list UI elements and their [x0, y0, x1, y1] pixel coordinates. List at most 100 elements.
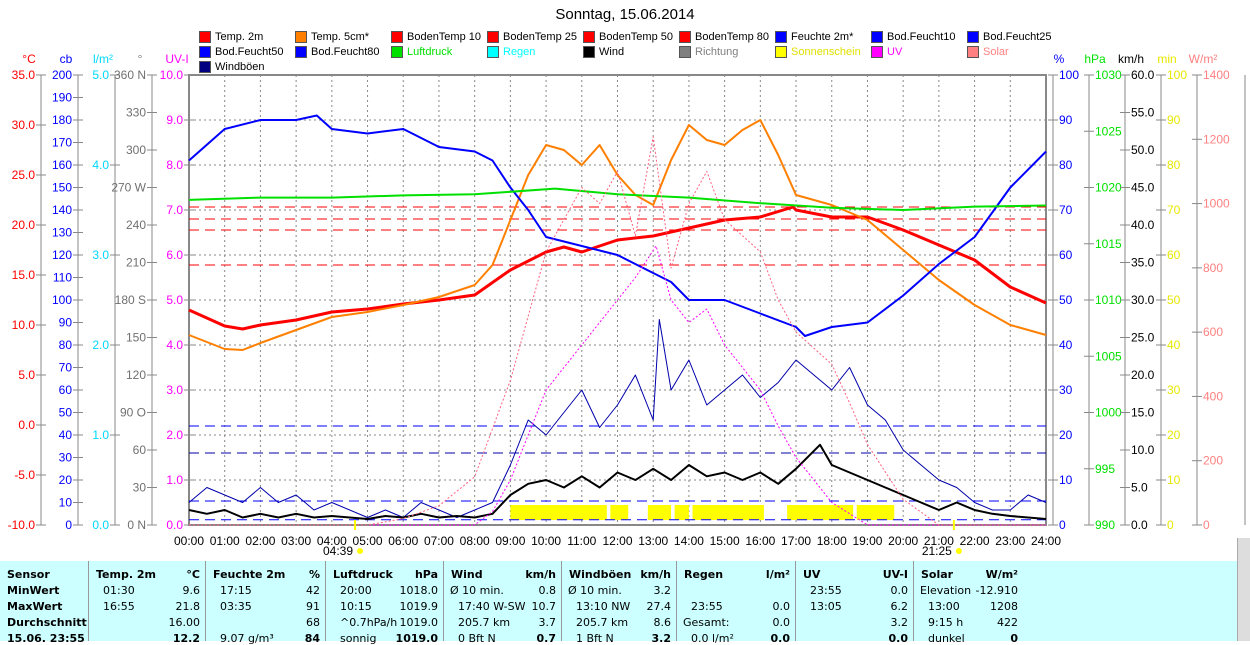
row-value: 0.7: [536, 632, 557, 645]
vertical-scrollbar[interactable]: [1237, 538, 1250, 641]
axis-tick-label: 0.0: [92, 518, 109, 532]
axis-tick-label: 2.0: [92, 338, 109, 352]
legend-item: Feuchte 2m*: [775, 31, 853, 43]
axis-tick-label: 1010: [1095, 293, 1122, 307]
legend-swatch: [871, 31, 883, 43]
axis-tick-label: 70: [1167, 203, 1181, 217]
legend-item: BodenTemp 10: [391, 31, 481, 43]
axis-tick-label: 10: [1059, 473, 1073, 487]
legend-item: Wind: [583, 46, 624, 58]
x-tick-label: 14:00: [674, 534, 704, 548]
axis-unit-label: W/m²: [1189, 52, 1218, 66]
axis-tick-label: 20.0: [12, 218, 36, 232]
legend-label: Feuchte 2m*: [791, 31, 854, 43]
axis-tick-label: 0: [65, 518, 72, 532]
row-value: 16.00: [168, 616, 201, 629]
axis-tick-label: 150: [52, 181, 72, 195]
column-unit: UV-I: [882, 568, 908, 581]
axis-tick-label: 600: [1203, 325, 1223, 339]
series-line-feuchte-2m-: [188, 114, 1047, 337]
row-value: 3.2: [653, 584, 672, 597]
legend-item: Regen: [487, 46, 535, 58]
axis-tick-label: 60: [1167, 248, 1181, 262]
axis-tick-label: 0: [1203, 518, 1210, 532]
axis-tick-label: 10.0: [1131, 443, 1155, 457]
legend-swatch: [199, 46, 211, 58]
axis-tick-label: 10.0: [12, 318, 36, 332]
column-unit: l/m²: [765, 568, 790, 581]
legend-item: Bod.Feucht10: [871, 31, 956, 43]
legend-label: BodenTemp 50: [599, 31, 673, 43]
axis-tick-label: 7.0: [166, 203, 183, 217]
axis-tick-label: 35.0: [1131, 256, 1155, 270]
row-value: 91: [306, 600, 320, 613]
axis-tick-label: 10.0: [160, 68, 184, 82]
axis-tick-label: 90: [59, 316, 73, 330]
axis-tick-label: 130: [52, 226, 72, 240]
column-unit: %: [308, 568, 320, 581]
legend-label: Bod.Feucht50: [215, 46, 284, 58]
series-line-uv: [189, 245, 1046, 526]
axis-tick-label: 40: [59, 428, 73, 442]
x-tick-label: 07:00: [424, 534, 454, 548]
legend-swatch: [199, 31, 211, 43]
axis-tick-label: 330: [126, 106, 146, 120]
axis-tick-label: 150: [126, 331, 146, 345]
row-time: 01:30: [103, 584, 135, 597]
row-time: 205.7 km: [458, 616, 511, 629]
row-value: -12.910: [975, 584, 1018, 597]
axis-unit-label: °: [138, 52, 143, 66]
x-tick-label: 12:00: [602, 534, 632, 548]
column-header: Luftdruck: [333, 568, 393, 581]
axis-tick-label: 300: [126, 143, 146, 157]
row-time: dunkel: [928, 632, 965, 645]
axis-tick-label: 400: [1203, 389, 1223, 403]
x-tick-label: 02:00: [245, 534, 275, 548]
x-tick-label: 00:00: [174, 534, 204, 548]
row-value: 42: [306, 584, 320, 597]
axis-tick-label: 190: [52, 91, 72, 105]
x-tick-label: 04:00: [317, 534, 347, 548]
row-time: 13:00: [928, 600, 960, 613]
row-value: 1019.0: [399, 616, 439, 629]
row-time: Ø 10 min.: [450, 584, 504, 597]
legend-swatch: [487, 31, 499, 43]
axis-tick-label: 70: [59, 361, 73, 375]
legend-item: Bod.Feucht25: [967, 31, 1052, 43]
axis-tick-label: 30: [1167, 383, 1181, 397]
axis-tick-label: 25.0: [12, 168, 36, 182]
legend-label: Temp. 2m: [215, 31, 264, 43]
legend-swatch: [775, 31, 787, 43]
axis-tick-label: 240: [126, 218, 146, 232]
axis-unit-label: UV-I: [165, 52, 188, 66]
legend-item: Temp. 5cm*: [295, 31, 369, 43]
column-unit: hPa: [414, 568, 438, 581]
row-time: 0.0 l/m²: [691, 632, 734, 645]
axis-tick-label: 200: [52, 68, 72, 82]
table-column: Solar W/m² Elevation -12.910 13:00 1208 9:15 h…: [913, 561, 1024, 645]
legend-swatch: [679, 31, 691, 43]
x-tick-label: 11:00: [567, 534, 596, 548]
axis-tick-label: 3.0: [92, 248, 109, 262]
legend-swatch: [775, 46, 787, 58]
row-time: 03:35: [220, 600, 252, 613]
axis-tick-label: 4.0: [92, 158, 109, 172]
column-unit: W/m²: [985, 568, 1018, 581]
axis-tick-label: 60.0: [1131, 68, 1155, 82]
row-time: 10:15: [340, 600, 372, 613]
chart-title: Sonntag, 15.06.2014: [555, 6, 695, 23]
table-column: UV UV-I 23:55 0.0 13:05 6.2 3.2 0.0: [795, 561, 914, 645]
axis-tick-label: 990: [1095, 518, 1115, 532]
column-unit: km/h: [640, 568, 671, 581]
row-time: 0 Bft N: [458, 632, 496, 645]
axis-tick-label: 20: [59, 473, 73, 487]
legend-swatch: [583, 46, 595, 58]
axis-tick-label: 170: [52, 136, 72, 150]
row-time: 17:15: [220, 584, 252, 597]
axis-tick-label: -10.0: [8, 518, 36, 532]
axis-tick-label: 110: [53, 271, 72, 285]
axis-tick-label: 120: [126, 368, 146, 382]
x-tick-label: 05:00: [353, 534, 383, 548]
axis-tick-label: 160: [52, 158, 72, 172]
row-value: 3.2: [651, 632, 672, 645]
